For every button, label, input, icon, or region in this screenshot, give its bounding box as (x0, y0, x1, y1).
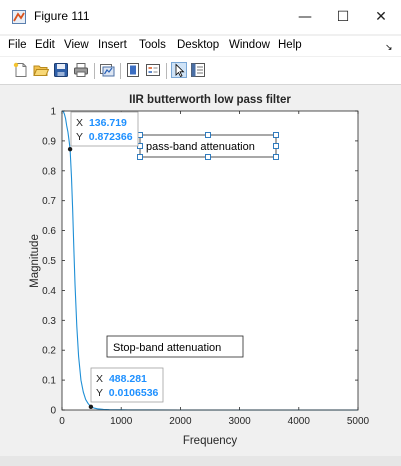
x-tick-label: 3000 (228, 416, 251, 427)
y-tick-label: 0.8 (42, 166, 56, 177)
print-icon[interactable] (73, 62, 89, 78)
datatip-1-marker[interactable] (67, 146, 73, 152)
stopband-annotation-text: Stop-band attenuation (113, 342, 221, 354)
x-tick-label: 5000 (347, 416, 370, 427)
menu-bar: File Edit View Insert Tools Desktop Wind… (0, 36, 401, 56)
close-button[interactable]: ✕ (375, 9, 387, 25)
y-tick-label: 0.3 (42, 316, 56, 327)
menu-help[interactable]: Help (278, 39, 302, 51)
svg-text:Y 0.872366: Y 0.872366 (76, 131, 133, 143)
datatip-x-value: 136.719 (89, 117, 127, 129)
y-tick-label: 0.2 (42, 346, 56, 357)
open-file-icon[interactable] (33, 62, 49, 78)
link-plot-icon[interactable] (99, 62, 115, 78)
datatip-x-label: X (76, 117, 83, 129)
axes-box (61, 110, 359, 411)
datatip-y-value: 0.872366 (89, 131, 133, 143)
pointer-icon[interactable] (171, 62, 187, 78)
y-tick-label: 0 (50, 406, 56, 417)
passband-annotation-text: pass-band attenuation (146, 141, 255, 153)
svg-text:X 488.281: X 488.281 (96, 373, 147, 385)
axes-background[interactable] (62, 111, 358, 410)
x-tick-label: 4000 (288, 416, 311, 427)
window-title: Figure 111 (34, 9, 90, 23)
x-tick-label: 2000 (169, 416, 192, 427)
svg-text:X 136.719: X 136.719 (76, 117, 127, 129)
title-bar: Figure 111 — ☐ ✕ (0, 0, 401, 34)
menu-tools[interactable]: Tools (139, 39, 166, 51)
plot-svg: IIR butterworth low pass filter 00.10.20… (29, 94, 370, 447)
maximize-button[interactable]: ☐ (336, 9, 350, 25)
menu-overflow-arrow-icon[interactable]: ↘ (385, 42, 393, 52)
y-axis: 0 0.1 0.2 0.3 0.4 0.5 0.6 0.7 0.8 0.9 1 (42, 107, 358, 417)
stopband-annotation[interactable]: Stop-band attenuation (106, 335, 244, 358)
toolbar-separator (166, 63, 167, 79)
passband-annotation[interactable]: pass-band attenuation (137, 132, 279, 160)
figure-toolbar (0, 57, 401, 85)
colorbar-icon[interactable] (125, 62, 141, 78)
menu-desktop[interactable]: Desktop (177, 39, 220, 51)
datatip-2-marker[interactable] (88, 404, 94, 410)
selection-handles[interactable] (137, 132, 279, 160)
save-icon[interactable] (53, 62, 69, 78)
new-figure-icon[interactable] (13, 62, 29, 78)
y-tick-label: 0.4 (42, 286, 56, 297)
x-axis-label: Frequency (183, 435, 238, 447)
x-tick-label: 0 (59, 416, 65, 427)
matlab-figure-icon (12, 10, 26, 24)
plot-title: IIR butterworth low pass filter (129, 94, 291, 106)
datatip-x-label: X (96, 373, 103, 385)
datatip-y-label: Y (96, 387, 103, 399)
minimize-button[interactable]: — (298, 9, 312, 25)
property-editor-icon[interactable] (190, 62, 206, 78)
status-bar (0, 456, 401, 466)
datatip-x-value: 488.281 (109, 373, 147, 385)
menu-insert[interactable]: Insert (98, 39, 127, 51)
toolbar-separator (94, 63, 95, 79)
y-tick-label: 0.6 (42, 226, 56, 237)
svg-text:Y 0.0106536: Y 0.0106536 (96, 387, 159, 399)
y-tick-label: 0.7 (42, 196, 56, 207)
figure-canvas: IIR butterworth low pass filter 0 0.1 0.2 0… (0, 86, 401, 456)
y-tick-label: 0.5 (42, 256, 56, 267)
y-tick-label: 0.9 (42, 136, 56, 147)
datatip-1[interactable]: X 136.719 Y 0.872366 (70, 111, 139, 147)
toolbar-separator (120, 63, 121, 79)
datatip-2[interactable]: X 488.281 Y 0.0106536 (90, 367, 164, 403)
menu-view[interactable]: View (64, 39, 89, 51)
y-tick-label: 1 (50, 107, 56, 118)
legend-icon[interactable] (145, 62, 161, 78)
y-axis-label: Magnitude (29, 234, 41, 288)
menu-window[interactable]: Window (229, 39, 270, 51)
datatip-y-label: Y (76, 131, 83, 143)
menu-file[interactable]: File (8, 39, 27, 51)
y-tick-label: 0.1 (42, 376, 56, 387)
x-tick-label: 1000 (110, 416, 133, 427)
menu-edit[interactable]: Edit (35, 39, 55, 51)
datatip-y-value: 0.0106536 (109, 387, 159, 399)
